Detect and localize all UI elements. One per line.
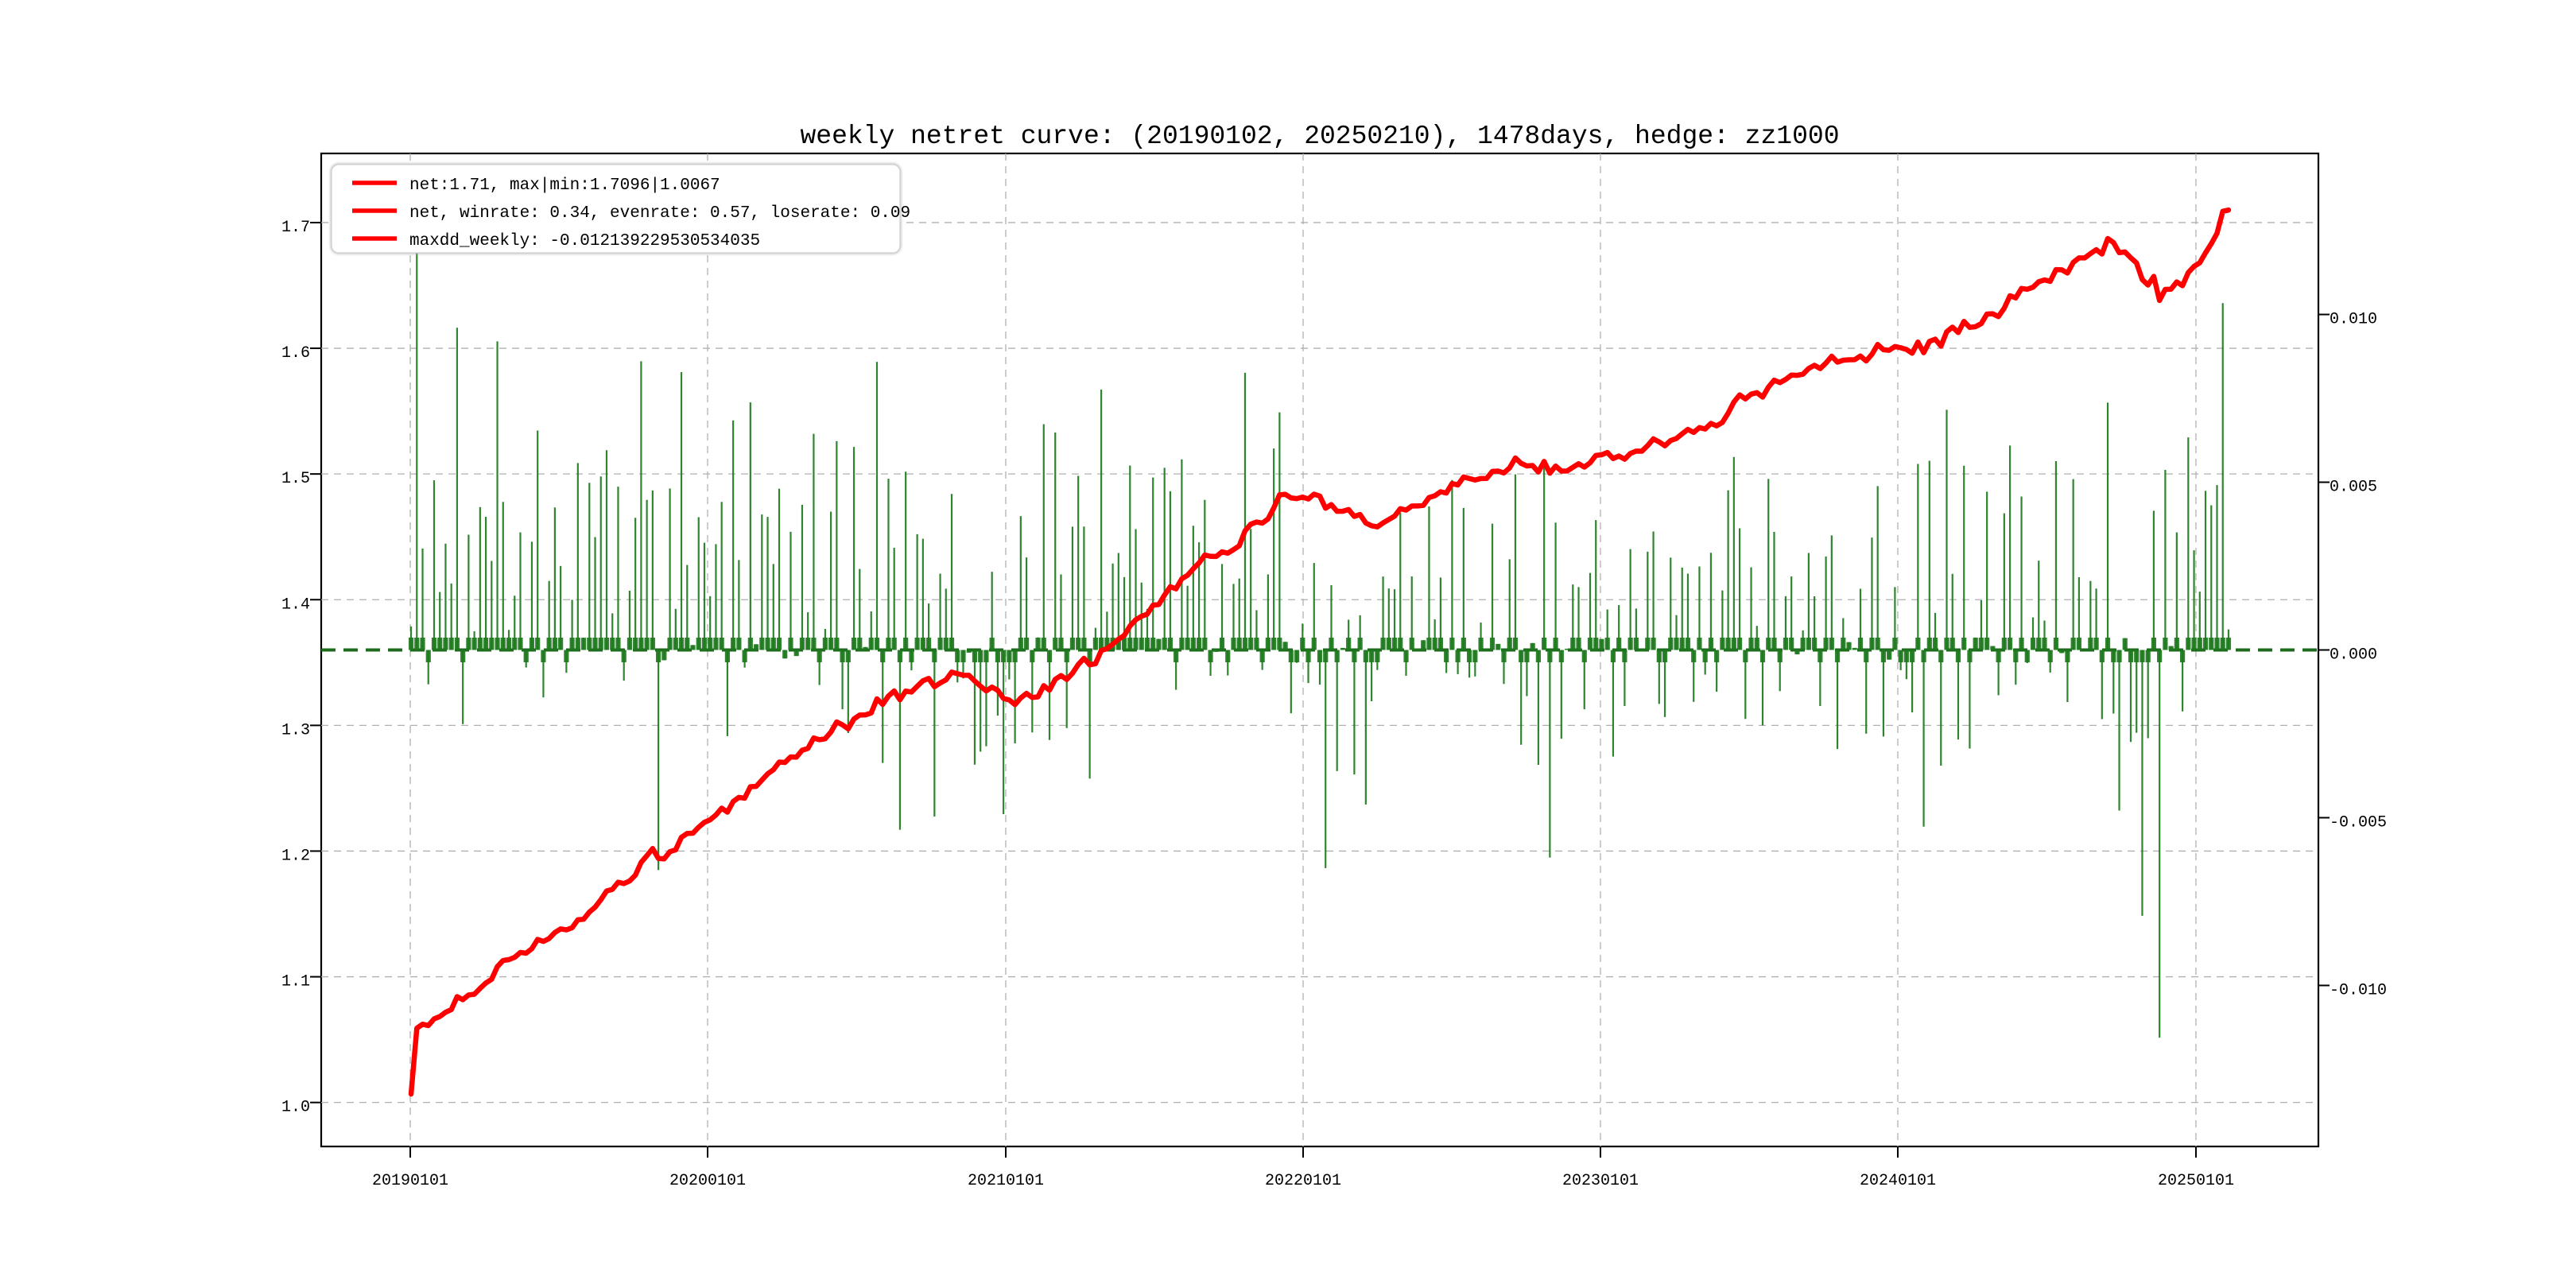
svg-text:net:1.71, max|min:1.7096|1.006: net:1.71, max|min:1.7096|1.0067: [409, 177, 720, 195]
svg-text:net, winrate: 0.34, evenrate:: net, winrate: 0.34, evenrate: 0.57, lose…: [409, 204, 910, 223]
svg-text:20250101: 20250101: [2158, 1172, 2234, 1190]
svg-text:20220101: 20220101: [1265, 1172, 1341, 1190]
svg-text:1.5: 1.5: [281, 470, 310, 488]
svg-text:0.005: 0.005: [2330, 479, 2377, 497]
svg-text:20230101: 20230101: [1562, 1172, 1639, 1190]
svg-text:1.3: 1.3: [281, 721, 310, 739]
svg-text:1.7: 1.7: [281, 219, 310, 237]
svg-text:20190101: 20190101: [372, 1172, 448, 1190]
svg-text:0.010: 0.010: [2330, 311, 2377, 329]
svg-text:1.0: 1.0: [281, 1099, 310, 1117]
svg-text:weekly netret curve: (20190102: weekly netret curve: (20190102, 20250210…: [800, 122, 1839, 151]
svg-text:-0.005: -0.005: [2330, 813, 2387, 832]
svg-text:1.6: 1.6: [281, 344, 310, 363]
svg-text:0.000: 0.000: [2330, 646, 2377, 665]
svg-text:maxdd_weekly: -0.0121392295305: maxdd_weekly: -0.012139229530534035: [409, 232, 760, 250]
svg-text:1.4: 1.4: [281, 596, 310, 614]
svg-text:1.1: 1.1: [281, 973, 310, 991]
svg-text:-0.010: -0.010: [2330, 981, 2387, 999]
svg-text:20210101: 20210101: [968, 1172, 1044, 1190]
svg-text:20200101: 20200101: [669, 1172, 746, 1190]
svg-text:20240101: 20240101: [1860, 1172, 1936, 1190]
svg-text:1.2: 1.2: [281, 847, 310, 865]
